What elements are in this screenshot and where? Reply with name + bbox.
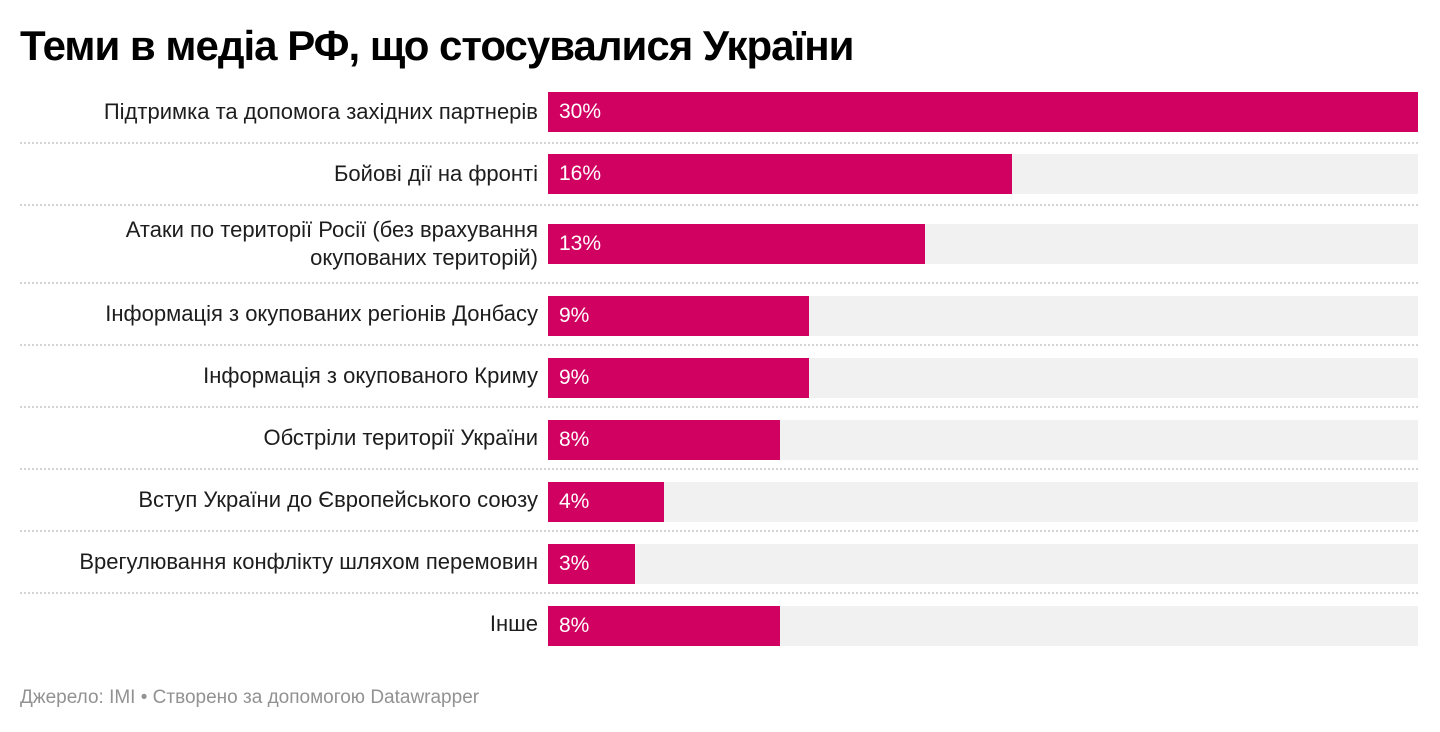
- bar: [548, 420, 780, 460]
- bar: [548, 154, 1012, 194]
- bar: [548, 92, 1418, 132]
- bar: [548, 544, 635, 584]
- row-separator: [20, 468, 1418, 470]
- category-label: Врегулювання конфлікту шляхом перемовин: [79, 549, 538, 574]
- category-label: Інше: [489, 611, 538, 636]
- bar: [548, 606, 780, 646]
- bar-row: Інше 8%: [0, 594, 1440, 654]
- bar-track: 16%: [548, 154, 1418, 194]
- bar-value-label: 9%: [559, 366, 590, 389]
- bar-row: Бойові дії на фронті 16%: [0, 144, 1440, 204]
- bar-value-label: 3%: [559, 552, 590, 575]
- bar-track: 9%: [548, 296, 1418, 336]
- category-label: Атаки по території Росії (без врахування…: [125, 217, 538, 270]
- bar-row: Інформація з окупованого Криму 9%: [0, 346, 1440, 406]
- row-separator: [20, 530, 1418, 532]
- row-separator: [20, 592, 1418, 594]
- bar-value-label: 4%: [559, 490, 590, 513]
- bar-value-label: 8%: [559, 428, 590, 451]
- bar: [548, 482, 664, 522]
- category-label: Бойові дії на фронті: [333, 161, 538, 186]
- category-label: Обстріли території України: [263, 425, 538, 450]
- bar-value-label: 13%: [559, 232, 602, 255]
- bar: [548, 296, 809, 336]
- bar-row: Атаки по території Росії (без врахування…: [0, 206, 1440, 282]
- bar-track: 8%: [548, 606, 1418, 646]
- bar-track: 8%: [548, 420, 1418, 460]
- bar-track: 4%: [548, 482, 1418, 522]
- category-label: Інформація з окупованих регіонів Донбасу: [105, 301, 538, 326]
- bar-row: Обстріли території України 8%: [0, 408, 1440, 468]
- bar-value-label: 9%: [559, 304, 590, 327]
- row-separator: [20, 142, 1418, 144]
- chart-title: Теми в медіа РФ, що стосувалися України: [20, 22, 854, 69]
- bar-row: Врегулювання конфлікту шляхом перемовин 3…: [0, 532, 1440, 592]
- category-label: Вступ України до Європейського союзу: [138, 487, 538, 512]
- bar-chart: Підтримка та допомога західних партнерів…: [0, 82, 1440, 654]
- bar-row: Підтримка та допомога західних партнерів…: [0, 82, 1440, 142]
- bar-track: 9%: [548, 358, 1418, 398]
- row-separator: [20, 344, 1418, 346]
- category-label: Інформація з окупованого Криму: [203, 363, 538, 388]
- bar: [548, 358, 809, 398]
- row-separator: [20, 282, 1418, 284]
- category-label: Підтримка та допомога західних партнерів: [103, 99, 538, 124]
- bar-track: 13%: [548, 224, 1418, 264]
- source-note: Джерело: IMI • Створено за допомогою Dat…: [20, 687, 480, 708]
- row-separator: [20, 406, 1418, 408]
- bar-track: 30%: [548, 92, 1418, 132]
- bar-row: Вступ України до Європейського союзу 4%: [0, 470, 1440, 530]
- bar-value-label: 16%: [559, 162, 602, 185]
- bar-row: Інформація з окупованих регіонів Донбасу…: [0, 284, 1440, 344]
- bar-track: 3%: [548, 544, 1418, 584]
- row-separator: [20, 204, 1418, 206]
- bar: [548, 224, 925, 264]
- bar-value-label: 8%: [559, 614, 590, 637]
- bar-value-label: 30%: [559, 100, 602, 123]
